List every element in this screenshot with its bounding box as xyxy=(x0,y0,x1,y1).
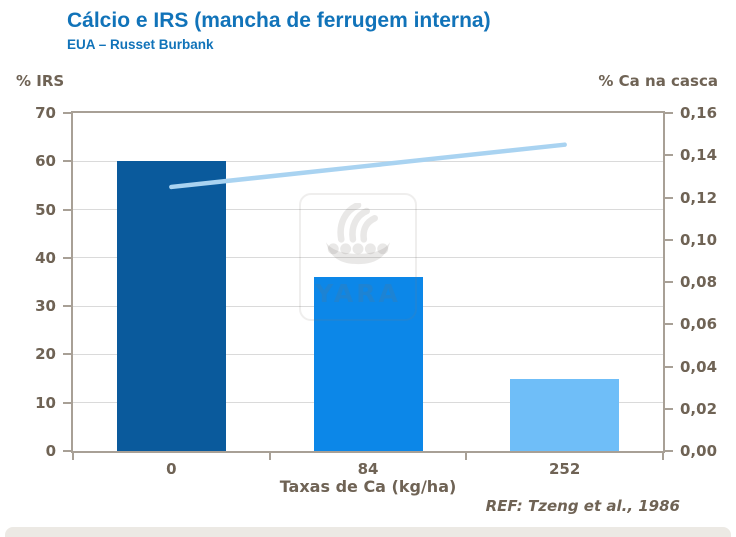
right-axis-tick xyxy=(665,365,673,368)
right-axis-tick xyxy=(665,196,673,199)
left-axis-tick xyxy=(63,450,71,452)
left-axis-tick-label: 0 xyxy=(45,442,56,460)
x-axis-tick xyxy=(662,453,664,460)
left-axis-tick-label: 30 xyxy=(35,297,56,316)
right-axis-tick-label: 0,00 xyxy=(680,442,718,460)
right-axis-tick xyxy=(665,450,673,452)
bar-ca-252 xyxy=(510,378,620,451)
left-axis-tick-label: 70 xyxy=(35,104,56,122)
x-axis-tick xyxy=(72,453,74,460)
x-axis-tick xyxy=(465,453,468,460)
chart-title: Cálcio e IRS (mancha de ferrugem interna… xyxy=(67,9,491,32)
gridline xyxy=(73,257,663,259)
right-axis-tick xyxy=(665,238,673,241)
right-axis-tick-label: 0,14 xyxy=(680,146,718,165)
footer-strip xyxy=(5,527,731,537)
right-axis-tick-label: 0,16 xyxy=(680,104,718,122)
left-axis-tick xyxy=(63,401,71,404)
right-axis-tick-label: 0,02 xyxy=(680,399,718,418)
x-axis-category-label: 0 xyxy=(166,460,177,478)
left-axis-tick xyxy=(63,160,71,163)
gridline xyxy=(73,209,663,211)
x-axis-category-label: 252 xyxy=(549,460,581,478)
left-axis-tick-label: 60 xyxy=(35,152,56,171)
right-axis-tick xyxy=(665,323,673,326)
right-axis-tick xyxy=(665,154,673,157)
right-axis-tick xyxy=(665,281,673,283)
left-axis-tick xyxy=(63,305,71,308)
right-axis-tick-label: 0,04 xyxy=(680,357,718,376)
x-axis-category-label: 84 xyxy=(357,460,379,478)
x-axis-tick xyxy=(268,453,271,460)
left-axis-tick xyxy=(63,208,71,211)
bar-ca-0 xyxy=(116,161,226,451)
left-axis-title: % IRS xyxy=(16,72,65,90)
left-axis-tick-label: 50 xyxy=(35,200,56,219)
right-axis-tick xyxy=(665,112,673,114)
left-axis-tick-label: 40 xyxy=(35,248,56,267)
left-axis-tick xyxy=(63,256,71,259)
left-axis-tick xyxy=(63,112,71,114)
right-axis-tick-label: 0,12 xyxy=(680,188,718,207)
bar-ca-84 xyxy=(313,277,423,451)
right-axis-tick-label: 0,10 xyxy=(680,230,718,249)
left-axis-tick xyxy=(63,353,71,356)
right-axis-tick-label: 0,06 xyxy=(680,315,718,334)
right-axis-tick-label: 0,08 xyxy=(680,273,718,291)
chart-subtitle: EUA – Russet Burbank xyxy=(67,37,214,52)
x-axis-title: Taxas de Ca (kg/ha) xyxy=(279,477,457,496)
left-axis-tick-label: 20 xyxy=(35,345,56,364)
right-axis-title: % Ca na casca xyxy=(598,72,718,90)
left-axis-tick-label: 10 xyxy=(35,393,56,412)
right-axis-tick xyxy=(665,407,673,410)
reference-citation: REF: Tzeng et al., 1986 xyxy=(485,497,680,515)
